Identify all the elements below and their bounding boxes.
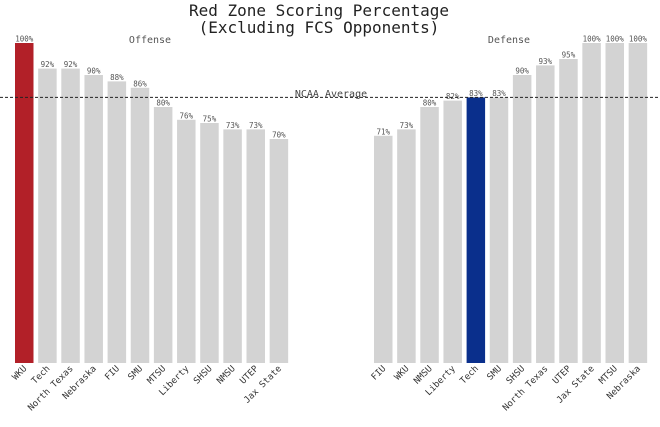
defense-tick-label-wku: WKU [393,364,412,383]
defense-value-label-wku: 73% [400,121,414,130]
chart-title: Red Zone Scoring Percentage [189,1,449,20]
defense-value-label-north-texas: 93% [539,57,553,66]
offense-value-label-north-texas: 92% [64,60,78,69]
defense-bar-nebraska [628,43,648,363]
defense-value-label-mtsu: 100% [606,35,625,44]
defense-value-label-fiu: 71% [376,127,390,136]
offense-value-label-fiu: 88% [110,73,124,82]
offense-value-label-mtsu: 80% [156,99,170,108]
offense-value-label-liberty: 76% [180,111,194,120]
offense-bar-wku [15,43,34,363]
defense-value-label-nmsu: 80% [423,99,437,108]
defense-tick-label-smu: SMU [486,364,505,383]
offense-value-label-nmsu: 73% [226,121,240,130]
offense-value-label-utep: 73% [249,121,263,130]
defense-bar-mtsu [605,43,624,363]
offense-value-label-tech: 92% [41,60,55,69]
offense-bar-tech [38,68,57,363]
offense-bar-mtsu [153,107,173,363]
panel-label-defense: Defense [488,35,530,46]
offense-tick-label-shsu: SHSU [192,364,214,386]
offense-bar-north-texas [61,68,80,363]
offense-bar-nmsu [223,129,242,363]
offense-tick-label-smu: SMU [127,364,146,383]
ncaa-average-label: NCAA Average [295,89,367,100]
offense-value-label-nebraska: 90% [87,67,101,76]
panel-label-offense: Offense [129,35,171,46]
defense-value-label-jax-state: 100% [583,35,602,44]
chart-subtitle: (Excluding FCS Opponents) [199,18,440,37]
offense-value-label-wku: 100% [15,35,34,44]
defense-value-label-nebraska: 100% [629,35,648,44]
defense-bar-shsu [512,75,532,363]
offense-tick-label-wku: WKU [11,364,30,383]
defense-bar-north-texas [536,65,555,364]
offense-bar-liberty [177,119,196,363]
offense-value-label-jax-state: 70% [272,131,286,140]
offense-bar-fiu [107,81,127,364]
offense-bar-shsu [200,123,219,363]
offense-bar-utep [246,129,265,363]
defense-bar-jax-state [582,43,601,363]
defense-bar-nmsu [420,107,439,363]
defense-bar-tech [466,97,486,364]
defense-bar-fiu [374,135,393,363]
defense-bar-wku [397,129,416,363]
offense-bar-nebraska [84,75,103,363]
defense-value-label-liberty: 82% [446,92,460,101]
defense-bar-utep [559,59,578,363]
defense-bar-liberty [443,100,462,363]
defense-value-label-tech: 83% [469,89,483,98]
offense-tick-label-fiu: FIU [103,364,122,383]
offense-bar-jax-state [269,139,289,363]
defense-tick-label-fiu: FIU [370,364,389,383]
offense-value-label-shsu: 75% [203,115,217,124]
defense-value-label-utep: 95% [562,51,576,60]
defense-value-label-shsu: 90% [515,67,529,76]
offense-tick-label-nmsu: NMSU [215,364,237,386]
defense-tick-label-tech: Tech [459,364,481,386]
offense-bar-smu [130,87,150,364]
defense-bar-smu [489,97,509,364]
offense-value-label-smu: 86% [133,79,147,88]
defense-value-label-smu: 83% [492,89,506,98]
